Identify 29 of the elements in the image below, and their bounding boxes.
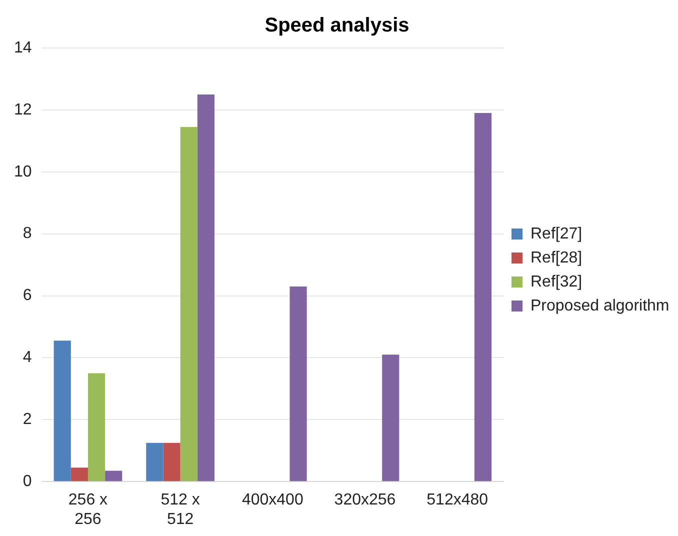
x-tick-label: 512 x 512 [160,492,200,528]
bar [197,94,214,482]
y-tick-label: 8 [22,225,32,242]
y-tick-label: 4 [22,349,32,366]
x-tick-label: 320x256 [334,492,396,509]
bar [105,470,122,482]
y-tick-label: 10 [14,163,32,180]
x-tick-label: 256 x 256 [68,492,108,528]
bar [70,468,88,482]
bar [54,340,71,482]
bar [382,354,400,482]
legend-label: Proposed algorithm [530,297,670,314]
bar [163,442,180,482]
y-tick-label: 0 [22,473,32,490]
chart-title: Speed analysis [264,14,410,37]
y-tick-label: 6 [22,287,32,304]
legend-label: Ref[27] [530,225,582,242]
y-tick-label: 2 [22,411,32,428]
bar [146,442,164,482]
bar [180,126,198,482]
y-tick-label: 12 [14,101,32,118]
x-tick-label: 512x480 [426,492,488,509]
bar [474,113,492,482]
y-tick-label: 14 [14,39,32,56]
x-tick-label: 400x400 [242,492,304,509]
legend-label: Ref[28] [530,249,582,266]
bar [88,373,106,482]
bar [290,286,307,482]
legend-label: Ref[32] [530,273,582,290]
